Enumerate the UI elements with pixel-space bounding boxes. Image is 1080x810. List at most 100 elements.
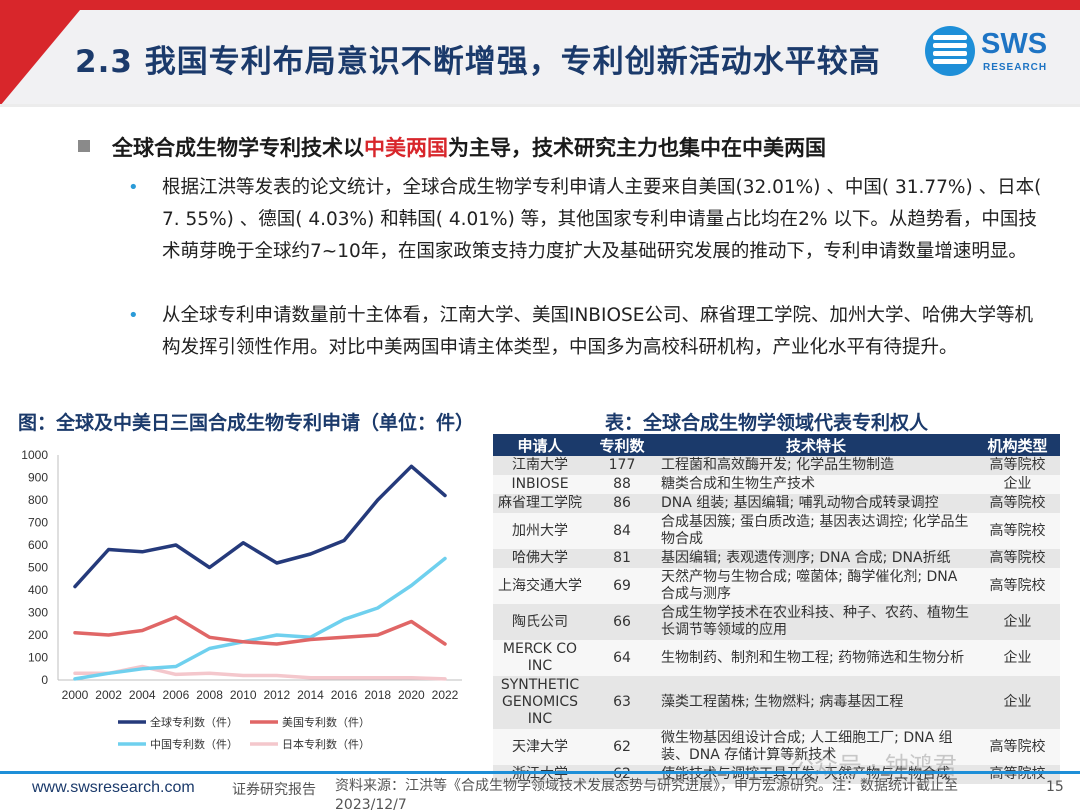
table-cell-count: 81 <box>587 549 657 568</box>
table-row: MERCK CO INC 64 生物制药、制剂和生物工程; 药物筛选和生物分析 企业 <box>493 640 1060 676</box>
y-tick-label: 0 <box>41 673 48 687</box>
x-tick-label: 2020 <box>398 688 425 702</box>
table-caption: 表：全球合成生物学领域代表专利权人 <box>605 412 929 434</box>
table-cell-type: 高等院校 <box>975 765 1060 784</box>
header-band <box>0 10 1080 106</box>
sub-bullet: • 从全球专利申请数量前十主体看，江南大学、美国INBIOSE公司、麻省理工学院… <box>128 300 1042 364</box>
chart-caption: 图：全球及中美日三国合成生物专利申请（单位：件） <box>18 412 475 434</box>
table-cell-type: 高等院校 <box>975 494 1060 513</box>
y-tick-label: 700 <box>28 516 48 530</box>
table-row: 天津大学 62 微生物基因组设计合成; 人工细胞工厂; DNA 组装、DNA 存储计… <box>493 729 1060 765</box>
table-header-row: 申请人 专利数 技术特长 机构类型 <box>493 434 1060 456</box>
sub-bullet-text: 根据江洪等发表的论文统计，全球合成生物学专利申请人主要来自美国(32.01%) … <box>162 177 1042 262</box>
table-cell-type: 企业 <box>975 475 1060 494</box>
table-cell-spec: 藻类工程菌株; 生物燃料; 病毒基因工程 <box>657 676 975 729</box>
table-cell-spec: 使能技术与调控工具开发; 天然产物与生物合成 <box>657 765 975 784</box>
logo-text: SWS <box>981 28 1048 60</box>
table-cell-name: MERCK CO INC <box>493 640 587 676</box>
series-line <box>73 664 447 681</box>
table-cell-name: 加州大学 <box>493 513 587 549</box>
table-cell-spec: DNA 组装; 基因编辑; 哺乳动物合成转录调控 <box>657 494 975 513</box>
table-cell-type: 高等院校 <box>975 456 1060 475</box>
y-tick-label: 100 <box>28 651 48 665</box>
table-cell-spec: 糖类合成和生物生产技术 <box>657 475 975 494</box>
table-header-cell: 技术特长 <box>657 434 975 456</box>
legend-label: 全球专利数（件） <box>150 715 238 729</box>
y-tick-label: 1000 <box>21 448 48 462</box>
sws-logo-icon <box>925 26 975 76</box>
x-tick-label: 2010 <box>230 688 257 702</box>
y-tick-label: 600 <box>28 538 48 552</box>
header-divider <box>0 104 1080 107</box>
table-cell-type: 高等院校 <box>975 568 1060 604</box>
header-red-bar <box>0 0 1080 10</box>
logo-subtext: RESEARCH <box>983 62 1048 73</box>
table-cell-name: 天津大学 <box>493 729 587 765</box>
main-bullet-pre: 全球合成生物学专利技术以 <box>112 136 364 160</box>
x-tick-label: 2012 <box>263 688 290 702</box>
table-cell-name: 江南大学 <box>493 456 587 475</box>
table-cell-spec: 微生物基因组设计合成; 人工细胞工厂; DNA 组装、DNA 存储计算等新技术 <box>657 729 975 765</box>
table-cell-name: 哈佛大学 <box>493 549 587 568</box>
y-tick-label: 300 <box>28 606 48 620</box>
y-tick-label: 800 <box>28 493 48 507</box>
table-row: 麻省理工学院 86 DNA 组装; 基因编辑; 哺乳动物合成转录调控 高等院校 <box>493 494 1060 513</box>
table-header-cell: 专利数 <box>587 434 657 456</box>
table-cell-count: 63 <box>587 676 657 729</box>
square-bullet-icon <box>78 140 90 152</box>
table-row: INBIOSE 88 糖类合成和生物生产技术 企业 <box>493 475 1060 494</box>
x-tick-label: 2004 <box>129 688 156 702</box>
patent-line-chart: 0 100 200 300 400 500 600 700 800 900 1000 2000 2002… <box>21 448 462 751</box>
x-tick-label: 2016 <box>331 688 358 702</box>
main-bullet: 全球合成生物学专利技术以中美两国为主导，技术研究主力也集中在中美两国 <box>78 132 826 162</box>
header: 2.3 我国专利布局意识不断增强，专利创新活动水平较高 SWS RESEARCH <box>0 0 1080 118</box>
x-tick-label: 2008 <box>196 688 223 702</box>
legend-label: 中国专利数（件） <box>150 737 238 751</box>
table-cell-spec: 合成生物学技术在农业科技、种子、农药、植物生长调节等领域的应用 <box>657 604 975 640</box>
main-bullet-post: 为主导，技术研究主力也集中在中美两国 <box>448 136 826 160</box>
table-cell-spec: 合成基因簇; 蛋白质改造; 基因表达调控; 化学品生物合成 <box>657 513 975 549</box>
table-cell-type: 高等院校 <box>975 549 1060 568</box>
x-tick-label: 2018 <box>364 688 391 702</box>
table-cell-name: 陶氏公司 <box>493 604 587 640</box>
table-cell-type: 企业 <box>975 676 1060 729</box>
table-cell-count: 64 <box>587 640 657 676</box>
table-cell-type: 企业 <box>975 640 1060 676</box>
table-row: 哈佛大学 81 基因编辑; 表观遗传测序; DNA 合成; DNA折纸 高等院校 <box>493 549 1060 568</box>
table-cell-count: 88 <box>587 475 657 494</box>
patentee-table: 申请人 专利数 技术特长 机构类型 江南大学 177 工程菌和高效酶开发; 化学品生… <box>493 434 1060 784</box>
table-cell-name: 麻省理工学院 <box>493 494 587 513</box>
y-tick-label: 200 <box>28 628 48 642</box>
y-tick-label: 500 <box>28 561 48 575</box>
table-cell-count: 86 <box>587 494 657 513</box>
watermark: 公众号 · 钟鸿君 <box>790 752 957 780</box>
table-row: SYNTHETIC GENOMICS INC 63 藻类工程菌株; 生物燃料; 病毒… <box>493 676 1060 729</box>
table-cell-count: 69 <box>587 568 657 604</box>
x-tick-label: 2000 <box>62 688 89 702</box>
table-cell-spec: 工程菌和高效酶开发; 化学品生物制造 <box>657 456 975 475</box>
page-number: 15 <box>1046 779 1064 795</box>
table-cell-count: 84 <box>587 513 657 549</box>
table-cell-count: 177 <box>587 456 657 475</box>
footer-divider <box>0 771 1080 774</box>
y-tick-label: 400 <box>28 583 48 597</box>
table-cell-name: SYNTHETIC GENOMICS INC <box>493 676 587 729</box>
bullet-dot-icon: • <box>128 177 139 198</box>
table-cell-count: 62 <box>587 729 657 765</box>
footer-source: 资料来源：江洪等《合成生物学领域技术发展态势与研究进展》，申万宏源研究。注：数据… <box>335 778 958 810</box>
table-cell-type: 企业 <box>975 604 1060 640</box>
table-cell-spec: 天然产物与生物合成; 噬菌体; 酶学催化剂; DNA 合成与测序 <box>657 568 975 604</box>
footer-url[interactable]: www.swsresearch.com <box>32 779 195 796</box>
series-line <box>73 464 447 589</box>
table-header-cell: 机构类型 <box>975 434 1060 456</box>
table-row: 上海交通大学 69 天然产物与生物合成; 噬菌体; 酶学催化剂; DNA 合成与测序… <box>493 568 1060 604</box>
main-bullet-highlight: 中美两国 <box>364 136 448 160</box>
table-row: 浙江大学 62 使能技术与调控工具开发; 天然产物与生物合成 高等院校 <box>493 765 1060 784</box>
sub-bullet: • 根据江洪等发表的论文统计，全球合成生物学专利申请人主要来自美国(32.01%… <box>128 172 1042 268</box>
y-tick-label: 900 <box>28 471 48 485</box>
table-cell-type: 高等院校 <box>975 513 1060 549</box>
table-cell-spec: 生物制药、制剂和生物工程; 药物筛选和生物分析 <box>657 640 975 676</box>
x-tick-label: 2006 <box>163 688 190 702</box>
table-row: 江南大学 177 工程菌和高效酶开发; 化学品生物制造 高等院校 <box>493 456 1060 475</box>
legend-label: 日本专利数（件） <box>282 737 370 751</box>
